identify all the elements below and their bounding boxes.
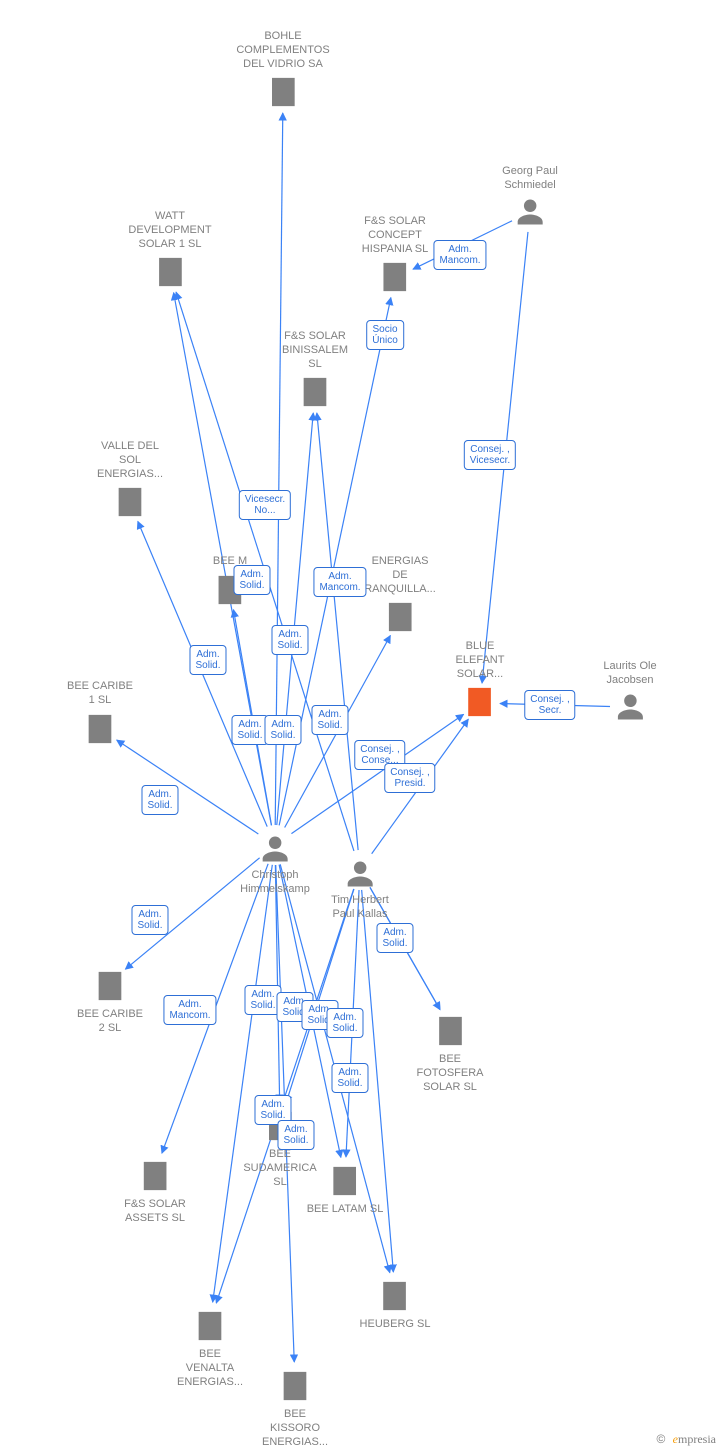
edge-label: Adm. Solid. [277,1120,314,1150]
node-label: BEE CARIBE 1 SL [67,680,133,708]
node-label: Laurits Ole Jacobsen [603,660,656,688]
edge-label: Adm. Solid. [189,645,226,675]
edge-label: Consej. , Vicesecr. [464,440,516,470]
edge-label: Adm. Solid. [264,715,301,745]
edge [277,413,313,825]
person-icon [260,834,290,864]
edge-label: Adm. Solid. [376,923,413,953]
person-node[interactable]: Christoph Himmelskamp [240,830,310,897]
person-node[interactable]: Georg Paul Schmiedel [502,165,558,232]
building-icon [298,375,332,409]
company-node[interactable]: BEE KISSORO ENERGIAS... [262,1365,328,1449]
building-icon [83,712,117,746]
edge-label: Adm. Solid. [271,625,308,655]
node-label: WATT DEVELOPMENT SOLAR 1 SL [128,210,211,251]
building-icon [113,485,147,519]
building-icon [93,969,127,1003]
node-label: Georg Paul Schmiedel [502,165,558,193]
node-label: BEE FOTOSFERA SOLAR SL [416,1053,483,1094]
edge-label: Adm. Solid. [331,1063,368,1093]
building-icon [463,685,497,719]
building-icon [278,1369,312,1403]
edge-label: Adm. Mancom. [163,995,216,1025]
person-icon [345,859,375,889]
company-node[interactable]: BEE LATAM SL [307,1160,384,1217]
company-node[interactable]: HEUBERG SL [360,1275,431,1332]
edge-label: Consej. , Presid. [384,763,435,793]
node-label: F&S SOLAR BINISSALEM SL [282,330,348,371]
edge [213,865,273,1302]
company-node[interactable]: ENERGIAS DE RANQUILLA... [364,555,436,639]
building-icon [193,1309,227,1343]
footer: © empresia [656,1432,716,1447]
edge-label: Adm. Solid. [233,565,270,595]
edge [317,413,358,850]
edge-label: Adm. Solid. [326,1008,363,1038]
node-label: VALLE DEL SOL ENERGIAS... [97,440,163,481]
node-label: BEE KISSORO ENERGIAS... [262,1408,328,1449]
person-node[interactable]: Tim Herbert Paul Kallas [331,855,389,922]
building-icon [328,1164,362,1198]
building-icon [433,1014,467,1048]
brand-rest: mpresia [678,1432,716,1446]
person-icon [515,197,545,227]
person-node[interactable]: Laurits Ole Jacobsen [603,660,656,727]
copyright-symbol: © [656,1432,665,1446]
node-label: BOHLE COMPLEMENTOS DEL VIDRIO SA [236,30,329,71]
building-icon [138,1159,172,1193]
company-node[interactable]: BEE FOTOSFERA SOLAR SL [416,1010,483,1094]
edge-label: Consej. , Secr. [524,690,575,720]
building-icon [378,1279,412,1313]
node-label: BEE LATAM SL [307,1203,384,1217]
node-label: F&S SOLAR ASSETS SL [124,1198,186,1226]
building-icon [383,600,417,634]
edge-label: Adm. Solid. [311,705,348,735]
company-node[interactable]: F&S SOLAR CONCEPT HISPANIA SL [362,215,428,299]
company-node[interactable]: WATT DEVELOPMENT SOLAR 1 SL [128,210,211,294]
person-icon [615,692,645,722]
company-node[interactable]: BLUE ELEFANT SOLAR... [456,640,505,724]
company-node[interactable]: F&S SOLAR ASSETS SL [124,1155,186,1226]
building-icon [153,255,187,289]
company-node[interactable]: BEE CARIBE 2 SL [77,965,143,1036]
company-node[interactable]: BOHLE COMPLEMENTOS DEL VIDRIO SA [236,30,329,114]
node-label: HEUBERG SL [360,1318,431,1332]
edge-label: Adm. Solid. [141,785,178,815]
company-node[interactable]: VALLE DEL SOL ENERGIAS... [97,440,163,524]
edge-label: Adm. Solid. [131,905,168,935]
node-label: BEE CARIBE 2 SL [77,1008,143,1036]
company-node[interactable]: F&S SOLAR BINISSALEM SL [282,330,348,414]
node-label: Tim Herbert Paul Kallas [331,894,389,922]
company-node[interactable]: BEE CARIBE 1 SL [67,680,133,751]
node-label: ENERGIAS DE RANQUILLA... [364,555,436,596]
edge-label: Adm. Mancom. [313,567,366,597]
node-label: F&S SOLAR CONCEPT HISPANIA SL [362,215,428,256]
edge-label: Adm. Solid. [231,715,268,745]
node-label: Christoph Himmelskamp [240,869,310,897]
edge-label: Adm. Mancom. [433,240,486,270]
node-label: BLUE ELEFANT SOLAR... [456,640,505,681]
edge-label: Vicesecr. No... [239,490,291,520]
building-icon [378,260,412,294]
company-node[interactable]: BEE VENALTA ENERGIAS... [177,1305,243,1389]
node-label: BEE SUDAMERICA SL [243,1148,316,1189]
edge-label: Socio Único [366,320,404,350]
node-label: BEE VENALTA ENERGIAS... [177,1348,243,1389]
building-icon [266,75,300,109]
